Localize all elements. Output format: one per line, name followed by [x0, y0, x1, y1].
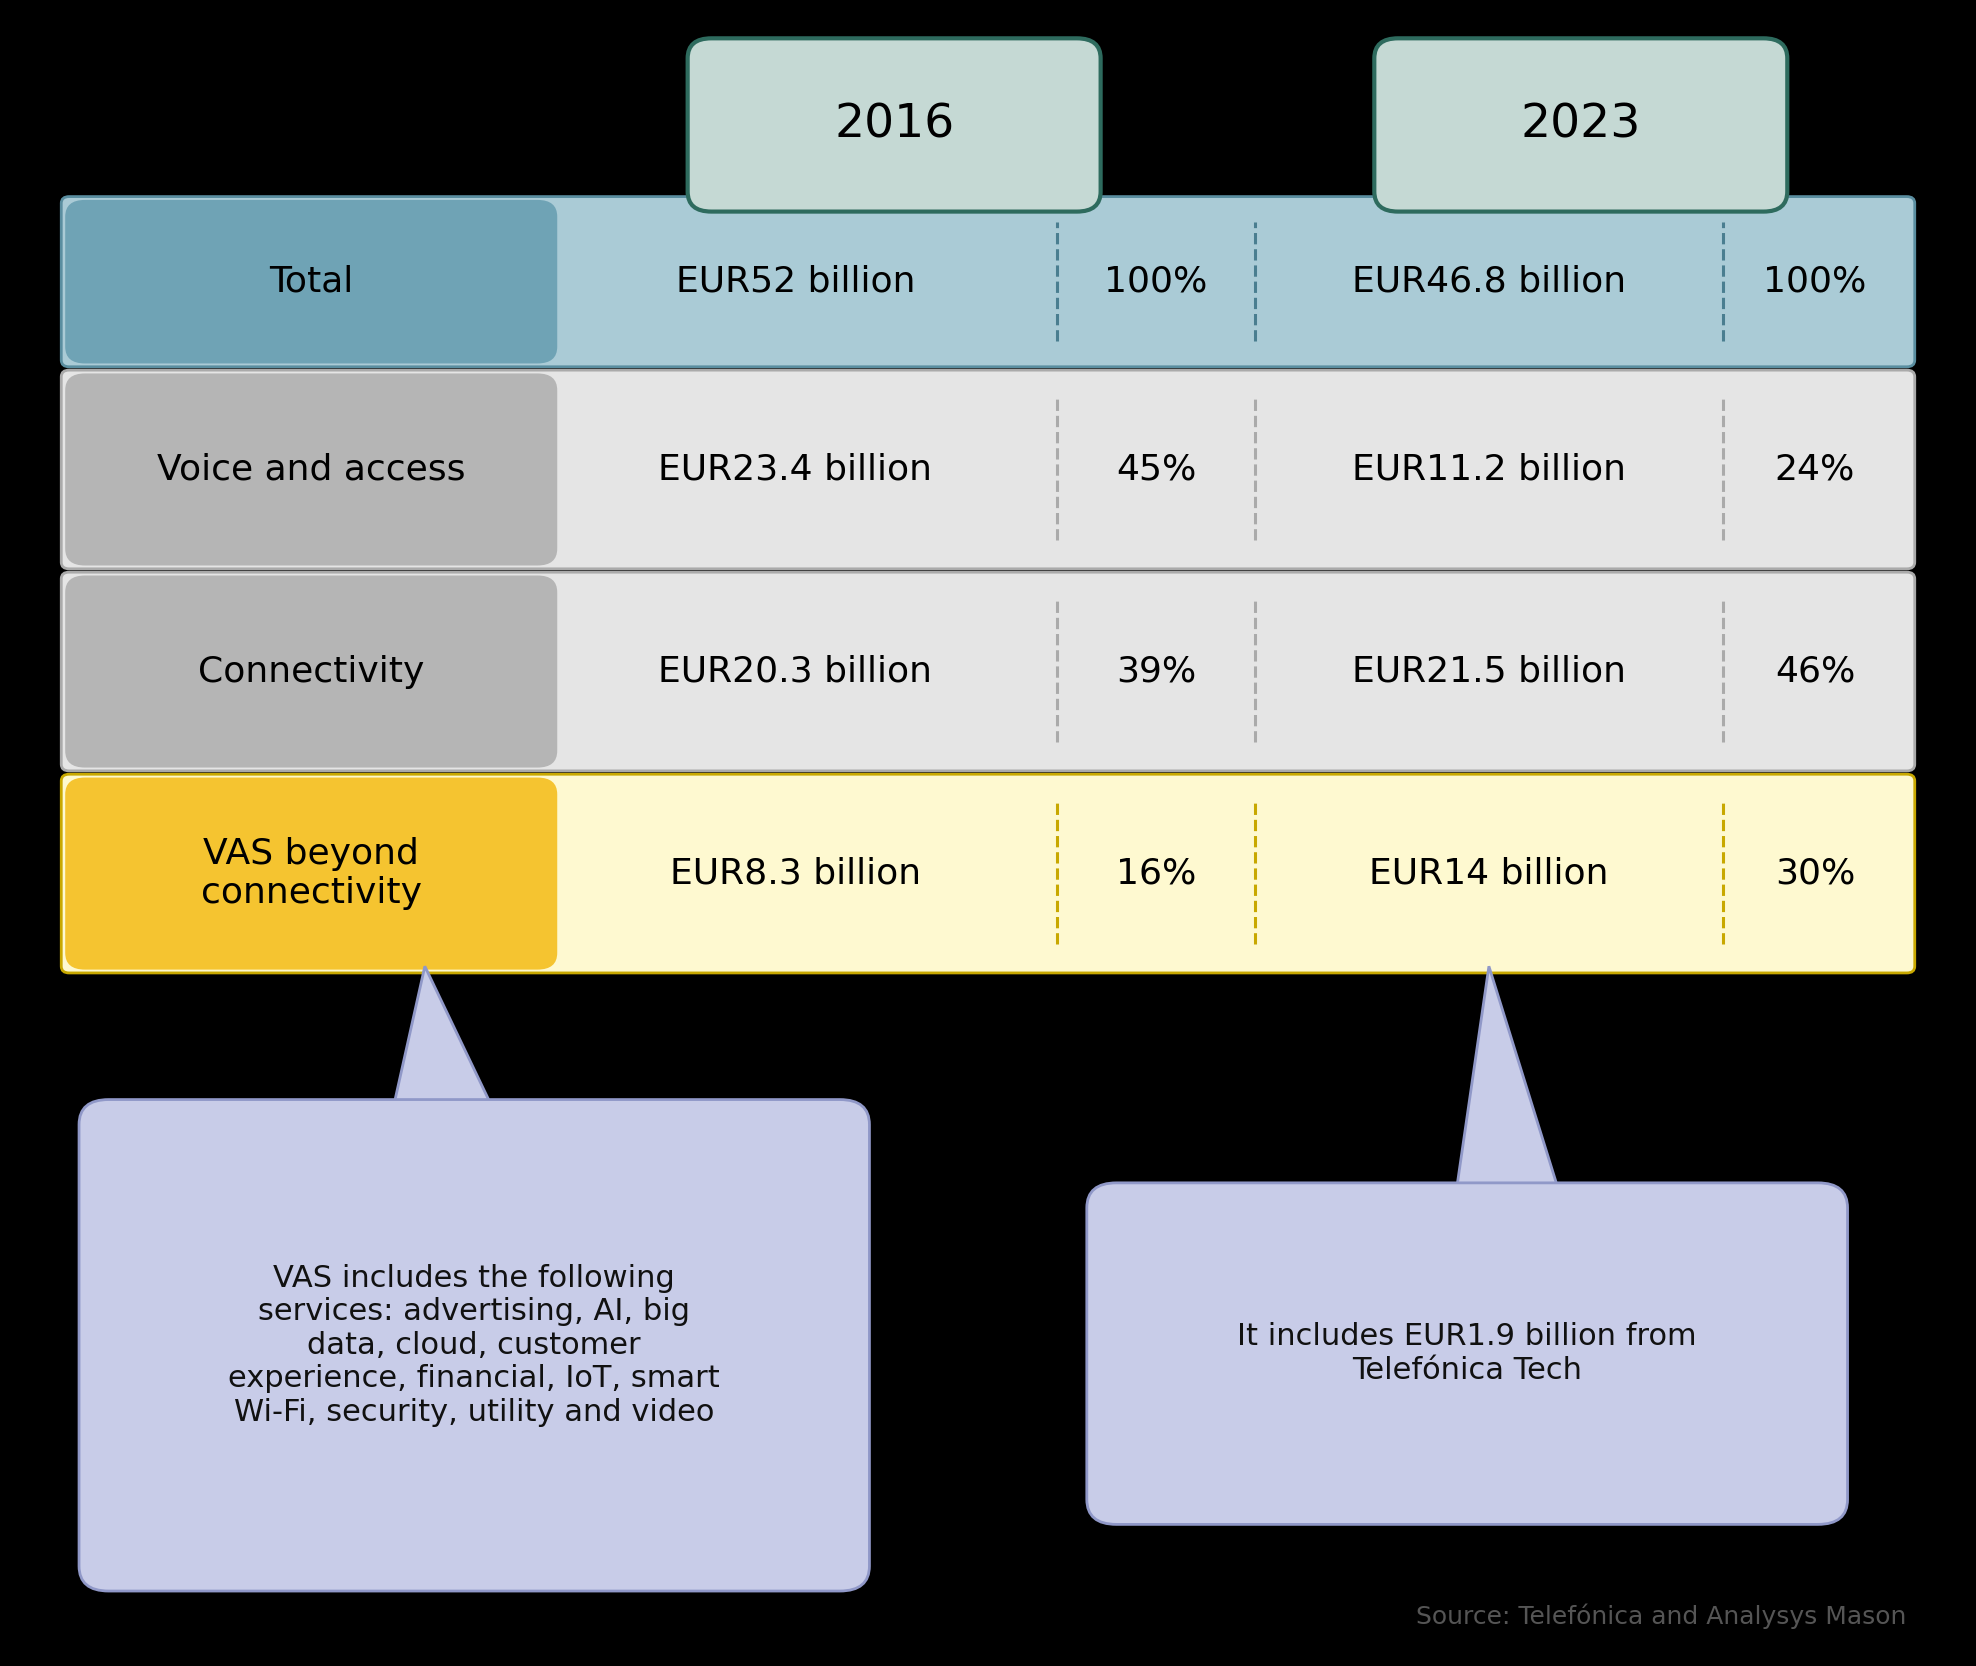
FancyBboxPatch shape: [65, 200, 557, 363]
Text: EUR11.2 billion: EUR11.2 billion: [1352, 453, 1626, 486]
Text: 100%: 100%: [1763, 265, 1867, 298]
FancyBboxPatch shape: [61, 775, 1915, 973]
Text: EUR20.3 billion: EUR20.3 billion: [658, 655, 933, 688]
Text: Total: Total: [269, 265, 354, 298]
Polygon shape: [389, 966, 498, 1121]
Text: 16%: 16%: [1116, 856, 1195, 891]
Text: 100%: 100%: [1105, 265, 1207, 298]
Text: 24%: 24%: [1774, 453, 1855, 486]
Text: 45%: 45%: [1116, 453, 1195, 486]
FancyBboxPatch shape: [688, 38, 1101, 212]
Text: Connectivity: Connectivity: [198, 655, 425, 688]
FancyBboxPatch shape: [65, 575, 557, 768]
Text: 2023: 2023: [1522, 102, 1640, 148]
FancyBboxPatch shape: [61, 197, 1915, 367]
Text: 46%: 46%: [1774, 655, 1855, 688]
Text: EUR8.3 billion: EUR8.3 billion: [670, 856, 921, 891]
Text: It includes EUR1.9 billion from
Telefónica Tech: It includes EUR1.9 billion from Telefóni…: [1237, 1323, 1697, 1384]
Text: EUR23.4 billion: EUR23.4 billion: [658, 453, 933, 486]
FancyBboxPatch shape: [1375, 38, 1786, 212]
Polygon shape: [1454, 966, 1563, 1205]
FancyBboxPatch shape: [61, 571, 1915, 771]
Text: VAS beyond
connectivity: VAS beyond connectivity: [202, 836, 421, 910]
FancyBboxPatch shape: [61, 370, 1915, 568]
Text: EUR21.5 billion: EUR21.5 billion: [1352, 655, 1626, 688]
Text: EUR14 billion: EUR14 billion: [1369, 856, 1608, 891]
Text: Source: Telefónica and Analysys Mason: Source: Telefónica and Analysys Mason: [1417, 1604, 1907, 1629]
Text: EUR46.8 billion: EUR46.8 billion: [1352, 265, 1626, 298]
FancyBboxPatch shape: [1087, 1183, 1848, 1524]
Text: 39%: 39%: [1116, 655, 1195, 688]
Text: 2016: 2016: [834, 102, 954, 148]
FancyBboxPatch shape: [79, 1100, 869, 1591]
Text: VAS includes the following
services: advertising, AI, big
data, cloud, customer
: VAS includes the following services: adv…: [229, 1263, 719, 1428]
FancyBboxPatch shape: [65, 778, 557, 970]
Text: Voice and access: Voice and access: [156, 453, 466, 486]
Text: EUR52 billion: EUR52 billion: [676, 265, 915, 298]
Text: 30%: 30%: [1774, 856, 1855, 891]
FancyBboxPatch shape: [65, 373, 557, 565]
